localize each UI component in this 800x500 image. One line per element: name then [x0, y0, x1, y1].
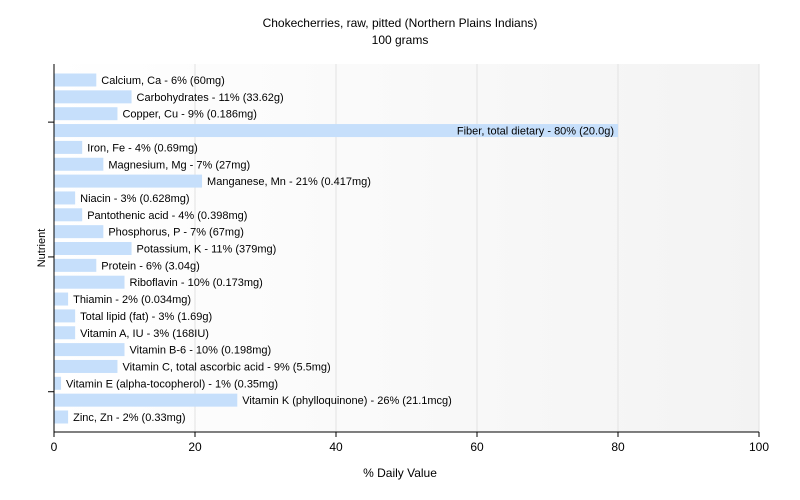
data-label: Phosphorus, P - 7% (67mg)	[108, 227, 244, 239]
x-tick-label: 0	[51, 440, 58, 454]
data-label: Magnesium, Mg - 7% (27mg)	[108, 159, 250, 171]
bar	[54, 90, 132, 104]
bar	[54, 410, 69, 424]
data-label: Copper, Cu - 9% (0.186mg)	[122, 109, 257, 121]
y-axis-label: Nutrient	[36, 228, 48, 268]
bar	[54, 326, 76, 340]
x-tick-label: 60	[470, 440, 484, 454]
data-label: Vitamin A, IU - 3% (168IU)	[80, 328, 209, 340]
bar	[54, 242, 132, 255]
data-label: Manganese, Mn - 21% (0.417mg)	[207, 176, 371, 188]
data-label: Thiamin - 2% (0.034mg)	[73, 294, 191, 306]
data-label: Calcium, Ca - 6% (60mg)	[101, 75, 224, 87]
x-tick-label: 20	[188, 440, 202, 454]
data-label: Iron, Fe - 4% (0.69mg)	[87, 142, 198, 154]
bar	[54, 157, 104, 171]
x-tick-label: 100	[749, 440, 769, 454]
bar	[54, 107, 118, 121]
chart-subtitle: 100 grams	[371, 33, 429, 47]
bar	[54, 359, 118, 373]
data-label: Carbohydrates - 11% (33.62g)	[137, 92, 284, 104]
bar	[54, 191, 76, 205]
bar	[54, 124, 618, 138]
data-label: Vitamin E (alpha-tocopherol) - 1% (0.35m…	[66, 378, 278, 390]
bar	[54, 343, 125, 357]
data-label: Total lipid (fat) - 3% (1.69g)	[80, 311, 212, 323]
data-label: Niacin - 3% (0.628mg)	[80, 193, 189, 205]
bar	[54, 225, 104, 239]
bar	[54, 275, 125, 289]
bar	[54, 174, 203, 188]
bar	[54, 393, 238, 407]
data-label: Riboflavin - 10% (0.173mg)	[130, 277, 263, 289]
data-label: Protein - 6% (3.04g)	[101, 260, 199, 272]
bar	[54, 309, 76, 323]
data-label: Vitamin C, total ascorbic acid - 9% (5.5…	[122, 361, 330, 373]
x-axis-label: % Daily Value	[363, 466, 437, 480]
data-label: Vitamin B-6 - 10% (0.198mg)	[130, 345, 272, 357]
x-tick-label: 40	[329, 440, 343, 454]
chart-title: Chokecherries, raw, pitted (Northern Pla…	[262, 16, 538, 30]
bar	[54, 208, 83, 222]
data-label: Vitamin K (phylloquinone) - 26% (21.1mcg…	[242, 395, 452, 407]
data-label: Pantothenic acid - 4% (0.398mg)	[87, 210, 247, 222]
bar	[54, 73, 97, 87]
bar	[54, 140, 83, 154]
data-label: Potassium, K - 11% (379mg)	[137, 244, 277, 256]
data-label: Fiber, total dietary - 80% (20.0g)	[457, 126, 614, 138]
bar	[54, 258, 97, 272]
bar	[54, 376, 62, 390]
data-label: Zinc, Zn - 2% (0.33mg)	[73, 412, 185, 424]
bar	[54, 292, 69, 306]
x-tick-label: 80	[611, 440, 625, 454]
